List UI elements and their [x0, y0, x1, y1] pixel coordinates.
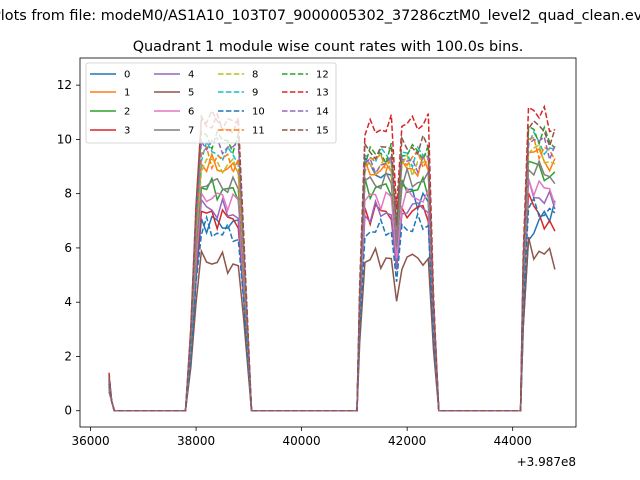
series-layer	[108, 104, 556, 412]
legend-label-12: 12	[316, 70, 329, 81]
series-line-13	[108, 104, 556, 412]
series-line-3	[108, 192, 556, 412]
x-tick-label: 38000	[177, 434, 215, 448]
x-tick-label: 36000	[71, 434, 109, 448]
series-line-7	[108, 159, 556, 412]
legend-label-1: 1	[124, 88, 130, 99]
y-tick-label: 0	[64, 404, 72, 418]
series-line-12	[108, 124, 556, 412]
legend-label-6: 6	[188, 107, 194, 118]
series-line-1	[108, 148, 556, 412]
legend-label-13: 13	[316, 88, 329, 99]
x-axis-offset-label: +3.987e8	[517, 455, 576, 469]
y-tick-label: 8	[64, 187, 72, 201]
legend-label-3: 3	[124, 126, 130, 137]
series-line-15	[108, 109, 556, 412]
legend-label-4: 4	[188, 70, 194, 81]
figure-suptitle: Plots from file: modeM0/AS1A10_103T07_90…	[0, 8, 640, 24]
legend-label-0: 0	[124, 70, 130, 81]
legend-label-8: 8	[252, 70, 258, 81]
series-line-9	[108, 130, 556, 412]
series-line-14	[108, 135, 556, 412]
series-line-11	[108, 136, 556, 412]
y-axis: 0 2 4 6 8 10 12	[57, 78, 80, 418]
y-tick-label: 12	[57, 78, 72, 92]
chart-title: Quadrant 1 module wise count rates with …	[133, 39, 524, 55]
series-line-2	[108, 160, 556, 412]
legend-label-15: 15	[316, 126, 329, 137]
legend-label-10: 10	[252, 107, 265, 118]
x-axis: 36000 38000 40000 42000 44000	[71, 427, 532, 448]
x-tick-label: 44000	[494, 434, 532, 448]
y-tick-label: 2	[64, 349, 72, 363]
x-tick-label: 40000	[283, 434, 321, 448]
legend-label-7: 7	[188, 126, 194, 137]
x-tick-label: 42000	[388, 434, 426, 448]
series-line-10	[108, 196, 556, 412]
legend-label-14: 14	[316, 107, 329, 118]
y-tick-label: 6	[64, 241, 72, 255]
series-line-4	[108, 178, 556, 412]
y-tick-label: 10	[57, 132, 72, 146]
legend-label-9: 9	[252, 88, 258, 99]
y-tick-label: 4	[64, 295, 72, 309]
series-line-0	[108, 156, 556, 412]
legend-label-5: 5	[188, 88, 194, 99]
legend-box	[85, 62, 337, 144]
plot-area	[79, 57, 577, 428]
series-line-5	[108, 236, 556, 412]
series-line-8	[108, 143, 556, 412]
series-line-6	[108, 178, 556, 412]
legend-label-11: 11	[252, 126, 265, 137]
legend-label-2: 2	[124, 107, 130, 118]
